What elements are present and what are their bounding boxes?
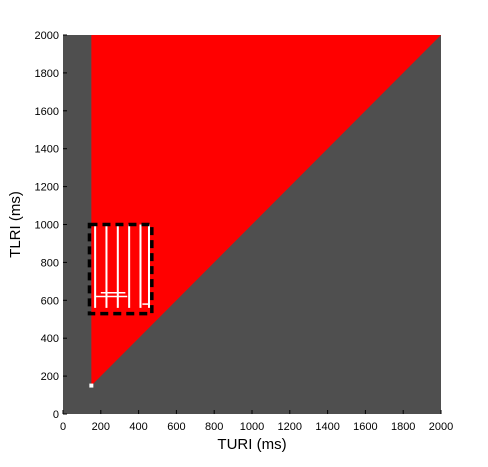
y-tick-label: 2000 [35, 30, 59, 42]
y-tick-label: 600 [41, 295, 59, 307]
y-tick-label: 0 [53, 409, 59, 421]
x-tick-label: 1600 [353, 421, 377, 433]
white-lines [94, 224, 150, 308]
x-tick-label: 1800 [391, 421, 415, 433]
highlight-box [87, 222, 154, 316]
y-axis: 0 200 400 600 800 1000 1200 1400 1600 1800 2000 [35, 30, 67, 421]
x-tick-label: 1200 [278, 421, 302, 433]
y-tick-label: 1800 [35, 68, 59, 80]
y-tick-label: 1200 [35, 182, 59, 194]
x-tick-label: 2000 [429, 421, 453, 433]
x-tick-label: 1000 [240, 421, 264, 433]
y-axis-title: TLRI (ms) [7, 191, 24, 258]
x-axis: 0 200 400 600 800 1000 1200 1400 1600 1800 2000 [60, 410, 453, 433]
feasible-region [91, 35, 441, 386]
y-tick-label: 200 [41, 371, 59, 383]
x-tick-label: 0 [60, 421, 66, 433]
x-tick-label: 400 [129, 421, 147, 433]
white-point [89, 383, 94, 388]
y-tick-label: 800 [41, 257, 59, 269]
y-tick-label: 400 [41, 333, 59, 345]
y-tick-label: 1400 [35, 144, 59, 156]
x-tick-label: 1400 [315, 421, 339, 433]
x-tick-label: 600 [167, 421, 185, 433]
x-axis-title: TURI (ms) [217, 436, 286, 453]
y-tick-label: 1600 [35, 106, 59, 118]
y-tick-label: 1000 [35, 220, 59, 232]
plot-area [63, 35, 441, 414]
x-tick-label: 800 [205, 421, 223, 433]
x-tick-label: 200 [92, 421, 110, 433]
